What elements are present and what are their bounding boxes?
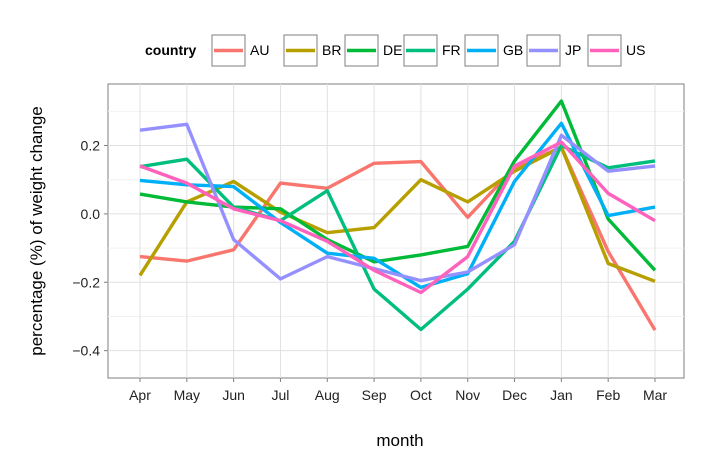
legend: country AU BR DE FR GB JP US — [145, 34, 645, 67]
y-tick-label: −0.4 — [72, 343, 100, 359]
legend-label-fr: FR — [442, 42, 461, 58]
x-axis-title: month — [376, 431, 423, 450]
x-axis: Apr May Jun Jul Aug Sep Oct Nov Dec Jan Feb Mar — [129, 378, 667, 403]
y-tick-label: −0.2 — [72, 274, 100, 290]
legend-label-de: DE — [383, 42, 402, 58]
legend-label-jp: JP — [565, 42, 581, 58]
y-tick-label: 0.2 — [81, 138, 101, 154]
x-tick-label: Jan — [550, 387, 573, 403]
y-tick-label: 0.0 — [81, 206, 101, 222]
x-tick-label: Apr — [129, 387, 151, 403]
x-tick-label: Sep — [362, 387, 387, 403]
plot-panel — [107, 83, 685, 379]
x-tick-label: Aug — [315, 387, 340, 403]
y-axis: −0.4 −0.2 0.0 0.2 — [72, 138, 108, 359]
legend-label-br: BR — [322, 42, 341, 58]
x-tick-label: Dec — [502, 387, 527, 403]
legend-label-us: US — [626, 42, 645, 58]
legend-title: country — [145, 42, 197, 58]
x-tick-label: Nov — [455, 387, 480, 403]
legend-label-gb: GB — [503, 42, 523, 58]
series-line-us — [139, 140, 656, 295]
y-axis-title: percentage (%) of weight change — [27, 106, 46, 356]
x-tick-label: Oct — [410, 387, 432, 403]
legend-label-au: AU — [250, 42, 269, 58]
x-tick-label: Jun — [222, 387, 245, 403]
x-tick-label: Jul — [272, 387, 290, 403]
major-gridlines — [108, 84, 684, 378]
x-tick-label: May — [174, 387, 200, 403]
series-line-jp — [139, 122, 656, 283]
x-tick-label: Feb — [596, 387, 620, 403]
x-tick-label: Mar — [643, 387, 667, 403]
series-lines — [138, 99, 657, 332]
minor-gridlines — [108, 110, 684, 317]
